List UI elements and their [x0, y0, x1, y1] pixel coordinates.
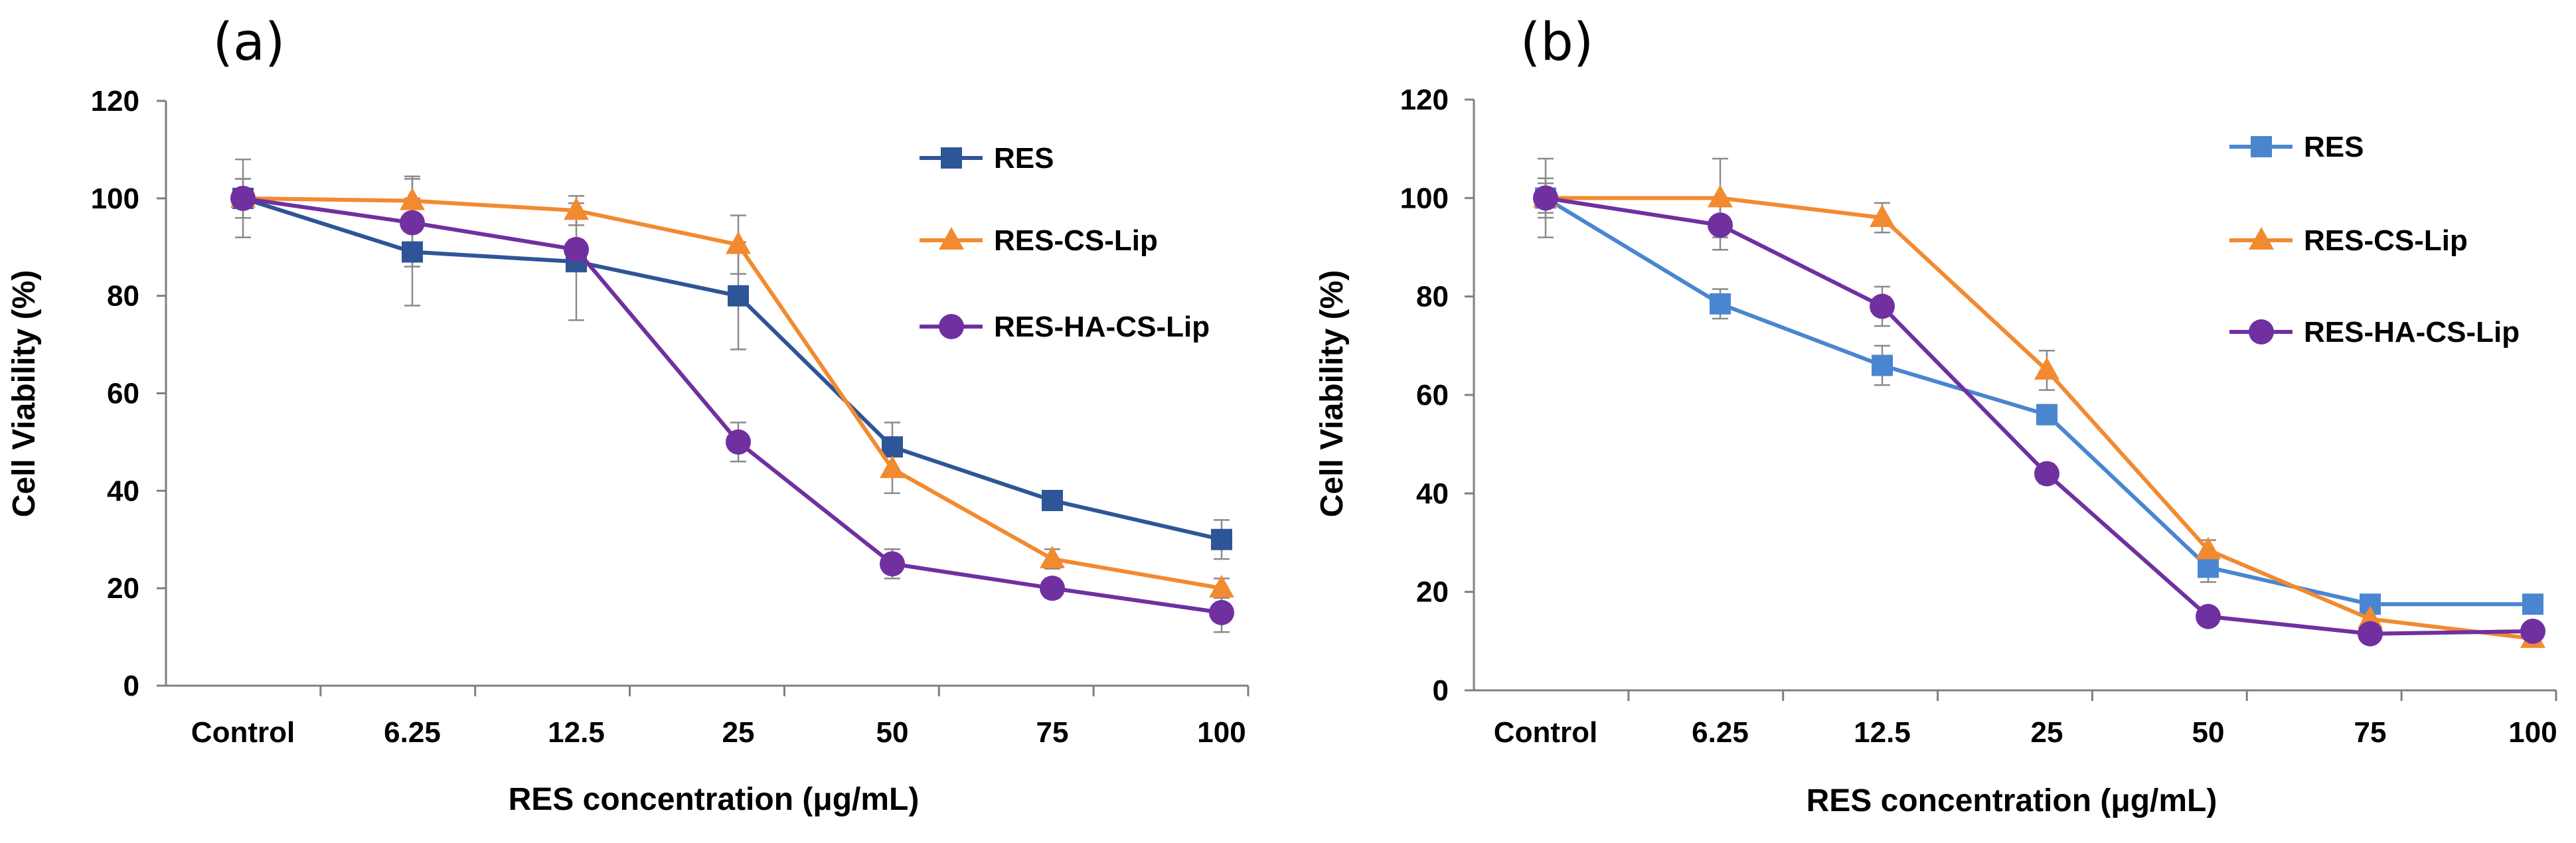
y-tick-label: 120	[91, 85, 139, 117]
legend-swatch-marker	[2249, 319, 2274, 345]
data-point	[728, 285, 749, 307]
x-tick-label: 25	[722, 716, 755, 749]
data-point	[880, 551, 905, 577]
y-tick-label: 0	[123, 670, 139, 702]
data-point	[1870, 204, 1895, 227]
y-tick-label: 80	[107, 280, 139, 313]
y-tick-label: 120	[1400, 84, 1449, 116]
series-line	[242, 196, 1222, 615]
data-point	[564, 197, 589, 220]
data-point	[2034, 356, 2059, 380]
data-point	[2522, 593, 2543, 615]
data-point	[882, 436, 903, 458]
data-point	[2520, 619, 2545, 644]
data-point	[564, 236, 589, 262]
y-tick-label: 40	[1416, 477, 1449, 510]
x-tick-label: 75	[1036, 716, 1069, 749]
data-point	[2358, 621, 2383, 647]
legend-label: RES	[2304, 131, 2364, 163]
data-point	[1209, 575, 1234, 598]
chart-panel-a: (a) 0 20 40 60 80 100 120 Control 6.25 12.5 25 50 75 1…	[7, 13, 1249, 817]
x-tick-label: 100	[2508, 716, 2557, 749]
data-point	[2196, 603, 2221, 629]
data-point	[2196, 536, 2221, 560]
legend-label: RES-HA-CS-Lip	[994, 311, 1210, 343]
legend-swatch-marker	[2249, 227, 2274, 250]
y-axis-title: Cell Viability (%)	[1315, 270, 1350, 518]
legend-swatch-marker	[939, 314, 964, 339]
y-tick-label: 60	[1416, 379, 1449, 412]
y-tick-label: 60	[107, 378, 139, 410]
data-point	[1040, 575, 1065, 601]
data-point	[2358, 605, 2383, 629]
data-point	[1211, 528, 1232, 550]
series-line	[1544, 196, 2533, 607]
x-axis-title: RES concentration (μg/mL)	[1807, 783, 2217, 818]
data-point	[1209, 599, 1234, 625]
y-tick-label: 40	[107, 475, 139, 507]
y-tick-label: 20	[1416, 576, 1449, 609]
x-tick-label: 50	[876, 716, 909, 749]
data-point	[2034, 461, 2059, 487]
data-point	[1533, 185, 1558, 211]
x-tick-label: 12.5	[1854, 716, 1911, 749]
legend: RES RES-CS-Lip RES-HA-CS-Lip	[920, 142, 1210, 343]
x-axis-title: RES concentration (μg/mL)	[509, 782, 920, 817]
data-point	[1708, 185, 1733, 208]
series-line-group	[1535, 187, 2543, 615]
panel-label: (b)	[1520, 13, 1593, 72]
x-tick-label: 25	[2031, 716, 2063, 749]
y-tick-label: 100	[1400, 182, 1449, 214]
data-point	[1040, 546, 1065, 569]
legend-label: RES	[994, 142, 1054, 175]
series-line-group	[230, 185, 1234, 625]
x-tick-label: Control	[1494, 716, 1597, 749]
data-point	[880, 455, 905, 479]
y-axis-title: Cell Viability (%)	[7, 270, 42, 518]
y-tick-label: 80	[1416, 281, 1449, 313]
data-point	[230, 185, 256, 211]
series-line-group	[1533, 185, 2545, 647]
data-point	[400, 187, 425, 210]
y-tick-label: 100	[91, 183, 139, 215]
legend-label: RES-HA-CS-Lip	[2304, 316, 2520, 348]
data-point	[2198, 556, 2219, 578]
data-point	[726, 231, 751, 254]
legend-swatch-marker	[2251, 136, 2272, 157]
data-point	[1870, 293, 1895, 319]
data-point	[400, 210, 425, 236]
panel-label: (a)	[213, 13, 285, 72]
x-tick-label: 12.5	[548, 716, 605, 749]
data-point	[1708, 212, 1733, 238]
x-tick-label: 50	[2192, 716, 2225, 749]
chart-panel-b: (b) 0 20 40 60 80 100 120 Control 6.25 12.5 25 50 75 1…	[1315, 13, 2557, 818]
x-tick-label: Control	[191, 716, 295, 749]
legend: RES RES-CS-Lip RES-HA-CS-Lip	[2229, 131, 2520, 348]
data-point	[1872, 354, 1893, 376]
x-tick-label: 75	[2354, 716, 2387, 749]
x-tick-label: 6.25	[384, 716, 441, 749]
data-point	[1042, 490, 1063, 512]
data-point	[1710, 293, 1731, 315]
data-point	[726, 429, 751, 455]
legend-label: RES-CS-Lip	[2304, 224, 2468, 257]
y-tick-label: 20	[107, 572, 139, 605]
x-tick-label: 100	[1197, 716, 1246, 749]
legend-label: RES-CS-Lip	[994, 224, 1158, 257]
legend-swatch-marker	[939, 227, 964, 250]
x-tick-label: 6.25	[1692, 716, 1749, 749]
data-point	[2036, 404, 2057, 425]
y-tick-label: 0	[1433, 674, 1449, 707]
data-point	[402, 241, 423, 263]
legend-swatch-marker	[941, 147, 962, 169]
